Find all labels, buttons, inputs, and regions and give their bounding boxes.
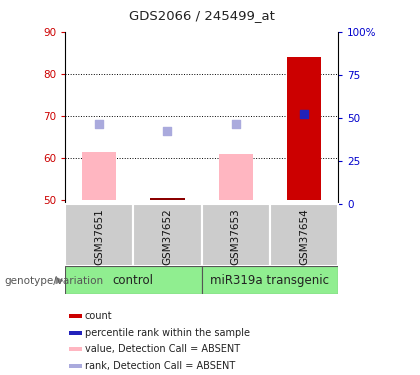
- Bar: [202, 266, 338, 294]
- Bar: [270, 204, 338, 266]
- Text: control: control: [113, 274, 154, 287]
- Text: value, Detection Call = ABSENT: value, Detection Call = ABSENT: [85, 344, 240, 354]
- Bar: [202, 204, 270, 266]
- Bar: [150, 198, 184, 200]
- Bar: [219, 154, 253, 200]
- Text: GSM37651: GSM37651: [94, 208, 104, 265]
- Text: GSM37653: GSM37653: [231, 208, 241, 265]
- Text: GDS2066 / 245499_at: GDS2066 / 245499_at: [129, 9, 275, 22]
- Text: genotype/variation: genotype/variation: [4, 276, 103, 285]
- Text: GSM37654: GSM37654: [299, 208, 309, 265]
- Bar: [65, 204, 134, 266]
- Text: GSM37652: GSM37652: [163, 208, 173, 265]
- Bar: [68, 331, 82, 334]
- Text: rank, Detection Call = ABSENT: rank, Detection Call = ABSENT: [85, 361, 235, 371]
- Point: [301, 111, 307, 117]
- Text: percentile rank within the sample: percentile rank within the sample: [85, 328, 249, 338]
- Bar: [134, 204, 202, 266]
- Bar: [287, 57, 321, 200]
- Text: miR319a transgenic: miR319a transgenic: [210, 274, 329, 287]
- Point: [96, 122, 102, 128]
- Point: [232, 122, 239, 128]
- Bar: [68, 364, 82, 368]
- Bar: [68, 314, 82, 318]
- Bar: [68, 347, 82, 351]
- Point: [164, 128, 171, 134]
- Text: count: count: [85, 311, 112, 321]
- Bar: [65, 266, 202, 294]
- Bar: [82, 152, 116, 200]
